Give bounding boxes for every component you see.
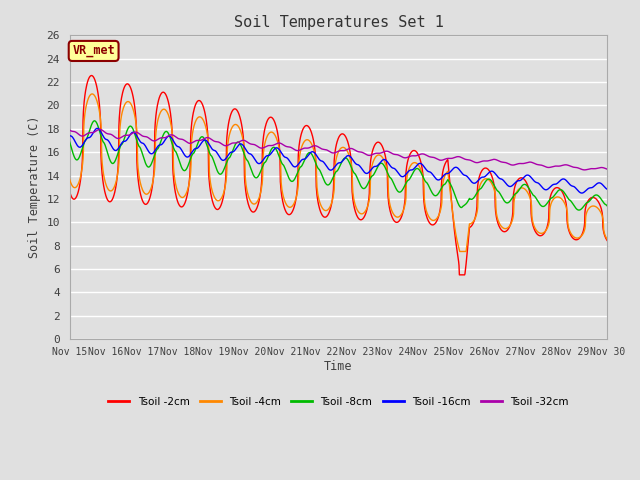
Title: Soil Temperatures Set 1: Soil Temperatures Set 1 <box>234 15 444 30</box>
X-axis label: Time: Time <box>324 360 353 372</box>
Text: VR_met: VR_met <box>72 45 115 58</box>
Legend: Tsoil -2cm, Tsoil -4cm, Tsoil -8cm, Tsoil -16cm, Tsoil -32cm: Tsoil -2cm, Tsoil -4cm, Tsoil -8cm, Tsoi… <box>104 393 573 411</box>
Y-axis label: Soil Temperature (C): Soil Temperature (C) <box>28 116 41 258</box>
